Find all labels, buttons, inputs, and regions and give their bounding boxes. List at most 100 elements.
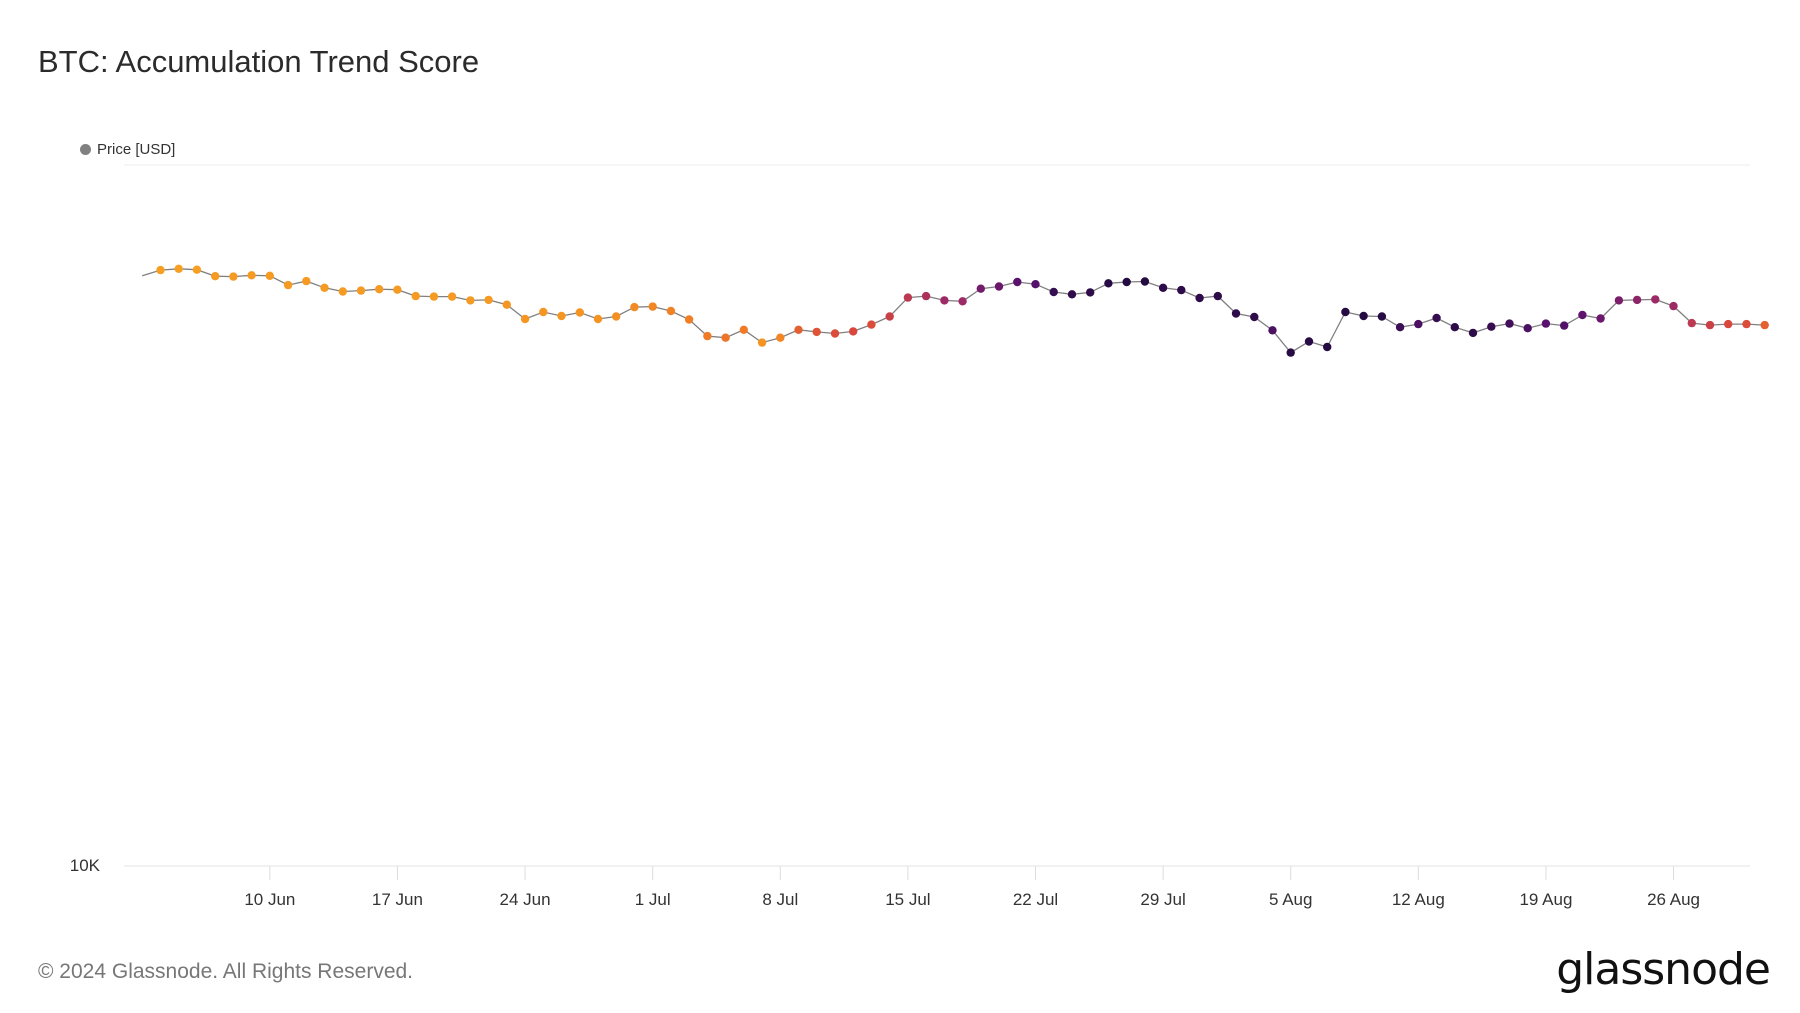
data-point[interactable] [1122, 277, 1131, 287]
data-point[interactable] [1687, 318, 1697, 328]
data-point[interactable] [229, 272, 238, 281]
data-point[interactable] [958, 297, 967, 306]
data-point[interactable] [1742, 319, 1751, 329]
glassnode-logo[interactable]: glassnode [1556, 944, 1771, 995]
data-point[interactable] [903, 293, 913, 302]
data-point[interactable] [1523, 324, 1532, 333]
data-point[interactable] [1560, 321, 1569, 330]
data-point[interactable] [703, 331, 712, 341]
data-point[interactable] [247, 271, 256, 280]
data-point[interactable] [174, 264, 183, 273]
data-point[interactable] [1213, 291, 1223, 301]
data-point[interactable] [1158, 283, 1168, 292]
data-point[interactable] [612, 312, 621, 321]
data-point[interactable] [1614, 296, 1624, 305]
data-point[interactable] [684, 315, 694, 324]
data-point[interactable] [1468, 328, 1478, 338]
data-point[interactable] [1395, 323, 1405, 332]
data-point[interactable] [539, 307, 548, 317]
data-point[interactable] [940, 296, 949, 305]
data-point[interactable] [1195, 293, 1204, 303]
data-point[interactable] [1177, 285, 1186, 295]
data-point[interactable] [211, 272, 220, 281]
data-point[interactable] [1432, 313, 1441, 323]
data-point[interactable] [648, 302, 657, 311]
data-point[interactable] [429, 292, 439, 301]
x-tick-label: 12 Aug [1392, 890, 1445, 909]
data-point[interactable] [1304, 337, 1314, 346]
data-point[interactable] [721, 333, 730, 342]
data-point[interactable] [1669, 301, 1678, 311]
data-point[interactable] [1377, 312, 1387, 321]
data-point[interactable] [739, 325, 748, 334]
data-point[interactable] [1013, 277, 1022, 287]
data-point[interactable] [1487, 322, 1496, 331]
data-point[interactable] [1450, 323, 1460, 332]
data-point[interactable] [1250, 312, 1259, 322]
data-point[interactable] [320, 283, 329, 292]
data-point[interactable] [192, 265, 202, 274]
data-point[interactable] [885, 312, 894, 321]
data-point[interactable] [1414, 319, 1423, 329]
data-point[interactable] [302, 276, 311, 286]
data-point[interactable] [1541, 319, 1551, 328]
data-point[interactable] [1031, 280, 1040, 289]
data-point[interactable] [1104, 279, 1113, 288]
y-axis-ticks: 10K [70, 856, 101, 875]
legend[interactable]: Price [USD] [80, 141, 175, 158]
data-point[interactable] [593, 314, 603, 324]
data-point[interactable] [1323, 342, 1332, 352]
data-point[interactable] [794, 325, 803, 334]
data-point[interactable] [484, 295, 493, 305]
data-point[interactable] [757, 338, 767, 347]
data-point[interactable] [375, 285, 384, 294]
data-point[interactable] [265, 271, 274, 280]
data-point[interactable] [393, 285, 402, 294]
data-point[interactable] [994, 282, 1004, 291]
data-point[interactable] [812, 327, 821, 337]
data-point[interactable] [557, 311, 566, 321]
data-point[interactable] [411, 291, 420, 301]
x-tick-label: 5 Aug [1269, 890, 1313, 909]
data-point[interactable] [1140, 277, 1150, 286]
x-axis-ticks: 10 Jun 17 Jun 24 Jun 1 Jul 8 Jul 15 Jul 22 Jul… [244, 866, 1700, 909]
data-point[interactable] [1359, 311, 1368, 321]
data-point[interactable] [1231, 309, 1241, 318]
data-point[interactable] [356, 286, 366, 295]
data-point[interactable] [830, 329, 840, 338]
x-tick-label: 19 Aug [1519, 890, 1572, 909]
data-point[interactable] [976, 284, 985, 293]
data-point[interactable] [1067, 290, 1077, 299]
data-point[interactable] [1268, 326, 1277, 335]
data-point[interactable] [447, 292, 457, 301]
data-point[interactable] [1651, 295, 1660, 304]
data-point[interactable] [1760, 320, 1769, 330]
data-point[interactable] [1578, 310, 1587, 320]
chart-title: BTC: Accumulation Trend Score [38, 44, 480, 79]
data-point[interactable] [867, 320, 876, 329]
data-point[interactable] [1724, 319, 1733, 329]
data-point[interactable] [1286, 348, 1295, 357]
data-point[interactable] [849, 327, 858, 336]
data-point[interactable] [630, 302, 639, 312]
price-chart[interactable]: 10K 10 Jun 17 Jun 24 Jun 1 Jul 8 Jul 15 Jul 22… [0, 0, 1800, 940]
x-tick-label: 22 Jul [1013, 890, 1058, 909]
data-point[interactable] [1632, 295, 1642, 305]
data-point[interactable] [776, 333, 785, 342]
data-point[interactable] [666, 306, 676, 316]
data-point[interactable] [283, 280, 293, 290]
data-point[interactable] [502, 300, 511, 309]
data-point[interactable] [466, 296, 475, 305]
data-point[interactable] [921, 291, 931, 301]
data-point[interactable] [520, 314, 530, 324]
data-point[interactable] [1049, 287, 1058, 297]
data-point[interactable] [1705, 320, 1715, 330]
data-point[interactable] [1341, 307, 1350, 317]
data-point[interactable] [1596, 314, 1605, 323]
data-point[interactable] [1086, 288, 1095, 297]
data-point[interactable] [575, 308, 584, 317]
data-point[interactable] [156, 265, 165, 275]
data-point[interactable] [1505, 319, 1514, 328]
data-point[interactable] [338, 287, 347, 296]
series-price [142, 264, 1769, 357]
